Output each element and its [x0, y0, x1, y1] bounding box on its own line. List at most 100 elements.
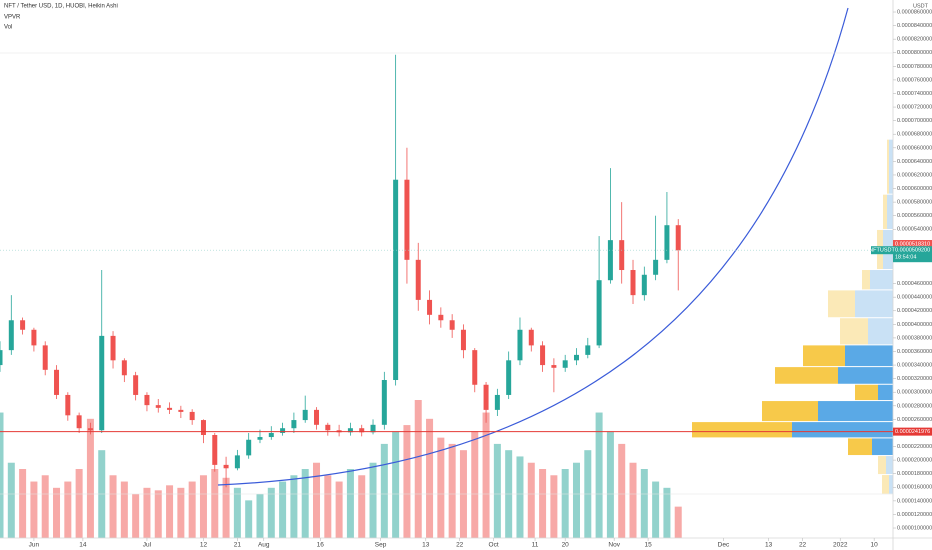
- y-tick-label: 0.0000420000: [897, 308, 932, 314]
- candle-body: [483, 384, 489, 410]
- x-tick-label: Nov: [608, 542, 620, 549]
- y-tick-label: 0.0000320000: [897, 376, 932, 382]
- candle-body: [110, 335, 116, 361]
- vpvr-up: [855, 290, 893, 318]
- y-tick-label: 0.0000140000: [897, 498, 932, 504]
- y-tick-label: 0.0000560000: [897, 213, 932, 219]
- y-tick-label: 0.0000820000: [897, 37, 932, 43]
- y-tick-label: 0.0000680000: [897, 132, 932, 138]
- volume-bar: [539, 469, 547, 538]
- vpvr-up: [872, 438, 893, 456]
- candle-body: [675, 225, 681, 251]
- volume-bar: [211, 469, 219, 538]
- candle-body: [370, 424, 376, 433]
- y-tick-label: 0.0000700000: [897, 118, 932, 124]
- y-tick-label: 0.0000740000: [897, 91, 932, 97]
- candle-body: [302, 409, 308, 421]
- volume-bar: [53, 487, 61, 538]
- vpvr-down: [692, 422, 792, 438]
- vpvr-up: [889, 475, 893, 494]
- x-tick-label: Jul: [143, 542, 152, 549]
- candle-body: [31, 329, 37, 346]
- y-tick-label: 0.0000280000: [897, 403, 932, 409]
- volume-bar: [30, 481, 38, 538]
- symbol-label: NFTUSDT: [869, 248, 895, 254]
- volume-bar: [132, 494, 140, 538]
- vpvr-down: [762, 401, 818, 422]
- volume-bar: [482, 412, 490, 538]
- volume-bar: [256, 494, 264, 538]
- y-tick-label: 0.0000120000: [897, 512, 932, 518]
- volume-bar: [166, 485, 174, 538]
- candle-body: [506, 360, 512, 395]
- candle-body: [449, 320, 455, 330]
- last-price-tag: [893, 246, 932, 263]
- y-tick-label: 0.0000160000: [897, 485, 932, 491]
- x-tick-label: 22: [799, 542, 807, 549]
- price-tag-label: 0.0000241976: [895, 429, 930, 435]
- vpvr-down: [828, 290, 855, 318]
- candle-body: [438, 314, 444, 321]
- volume-bar: [0, 412, 4, 538]
- volume-bar: [109, 475, 117, 538]
- y-tick-label: 0.0000400000: [897, 322, 932, 328]
- volume-bar: [606, 431, 614, 538]
- vpvr-up: [870, 270, 893, 290]
- trend-curve[interactable]: [217, 7, 849, 486]
- candle-body: [359, 428, 365, 433]
- volume-bar: [595, 412, 603, 538]
- indicator-label[interactable]: Vol: [4, 25, 12, 31]
- candle-body: [517, 329, 523, 361]
- x-tick-label: 12: [200, 542, 208, 549]
- volume-bar: [41, 475, 49, 538]
- volume-bar: [86, 418, 94, 538]
- candle-body: [596, 280, 602, 346]
- indicator-label[interactable]: VPVR: [4, 15, 21, 21]
- volume-bar: [380, 443, 388, 538]
- volume-bar: [7, 462, 15, 538]
- candle-body: [155, 405, 161, 408]
- candle-body: [415, 259, 421, 300]
- x-tick-label: 15: [644, 542, 652, 549]
- x-tick-label: Aug: [258, 542, 270, 549]
- candle-body: [472, 350, 478, 385]
- y-tick-label: 0.0000360000: [897, 349, 932, 355]
- vpvr-down: [878, 456, 886, 475]
- candle-body: [178, 409, 184, 412]
- volume-bar: [313, 462, 321, 538]
- candle-body: [427, 299, 433, 315]
- volume-bar: [199, 475, 207, 538]
- volume-bar: [267, 487, 275, 538]
- candle-body: [460, 329, 466, 351]
- candle-body: [381, 380, 387, 425]
- candle-body: [0, 350, 3, 366]
- y-tick-label: 0.0000200000: [897, 458, 932, 464]
- vpvr-down: [862, 270, 870, 290]
- candle-body: [540, 345, 546, 366]
- y-tick-label: 0.0000660000: [897, 145, 932, 151]
- volume-layer: [0, 400, 682, 538]
- candle-body: [189, 411, 195, 421]
- x-tick-label: Dec: [718, 542, 730, 549]
- candle-body: [87, 428, 93, 431]
- volume-bar: [527, 462, 535, 538]
- y-tick-label: 0.0000540000: [897, 227, 932, 233]
- candle-body: [393, 179, 399, 381]
- candle-body: [494, 394, 500, 410]
- volume-bar: [426, 418, 434, 538]
- candle-body: [404, 179, 410, 260]
- y-tick-label: 0.0000380000: [897, 335, 932, 341]
- candle-body: [144, 394, 150, 406]
- vpvr-up: [845, 345, 893, 367]
- volume-bar: [143, 487, 151, 538]
- vpvr-up: [889, 139, 893, 194]
- volume-bar: [177, 487, 185, 538]
- candle-body: [234, 455, 240, 469]
- candle-body: [630, 270, 636, 296]
- volume-bar: [516, 456, 524, 538]
- candle-body: [54, 369, 60, 395]
- candle-body: [551, 365, 557, 368]
- volume-bar: [64, 481, 72, 538]
- x-tick-label: Oct: [489, 542, 499, 549]
